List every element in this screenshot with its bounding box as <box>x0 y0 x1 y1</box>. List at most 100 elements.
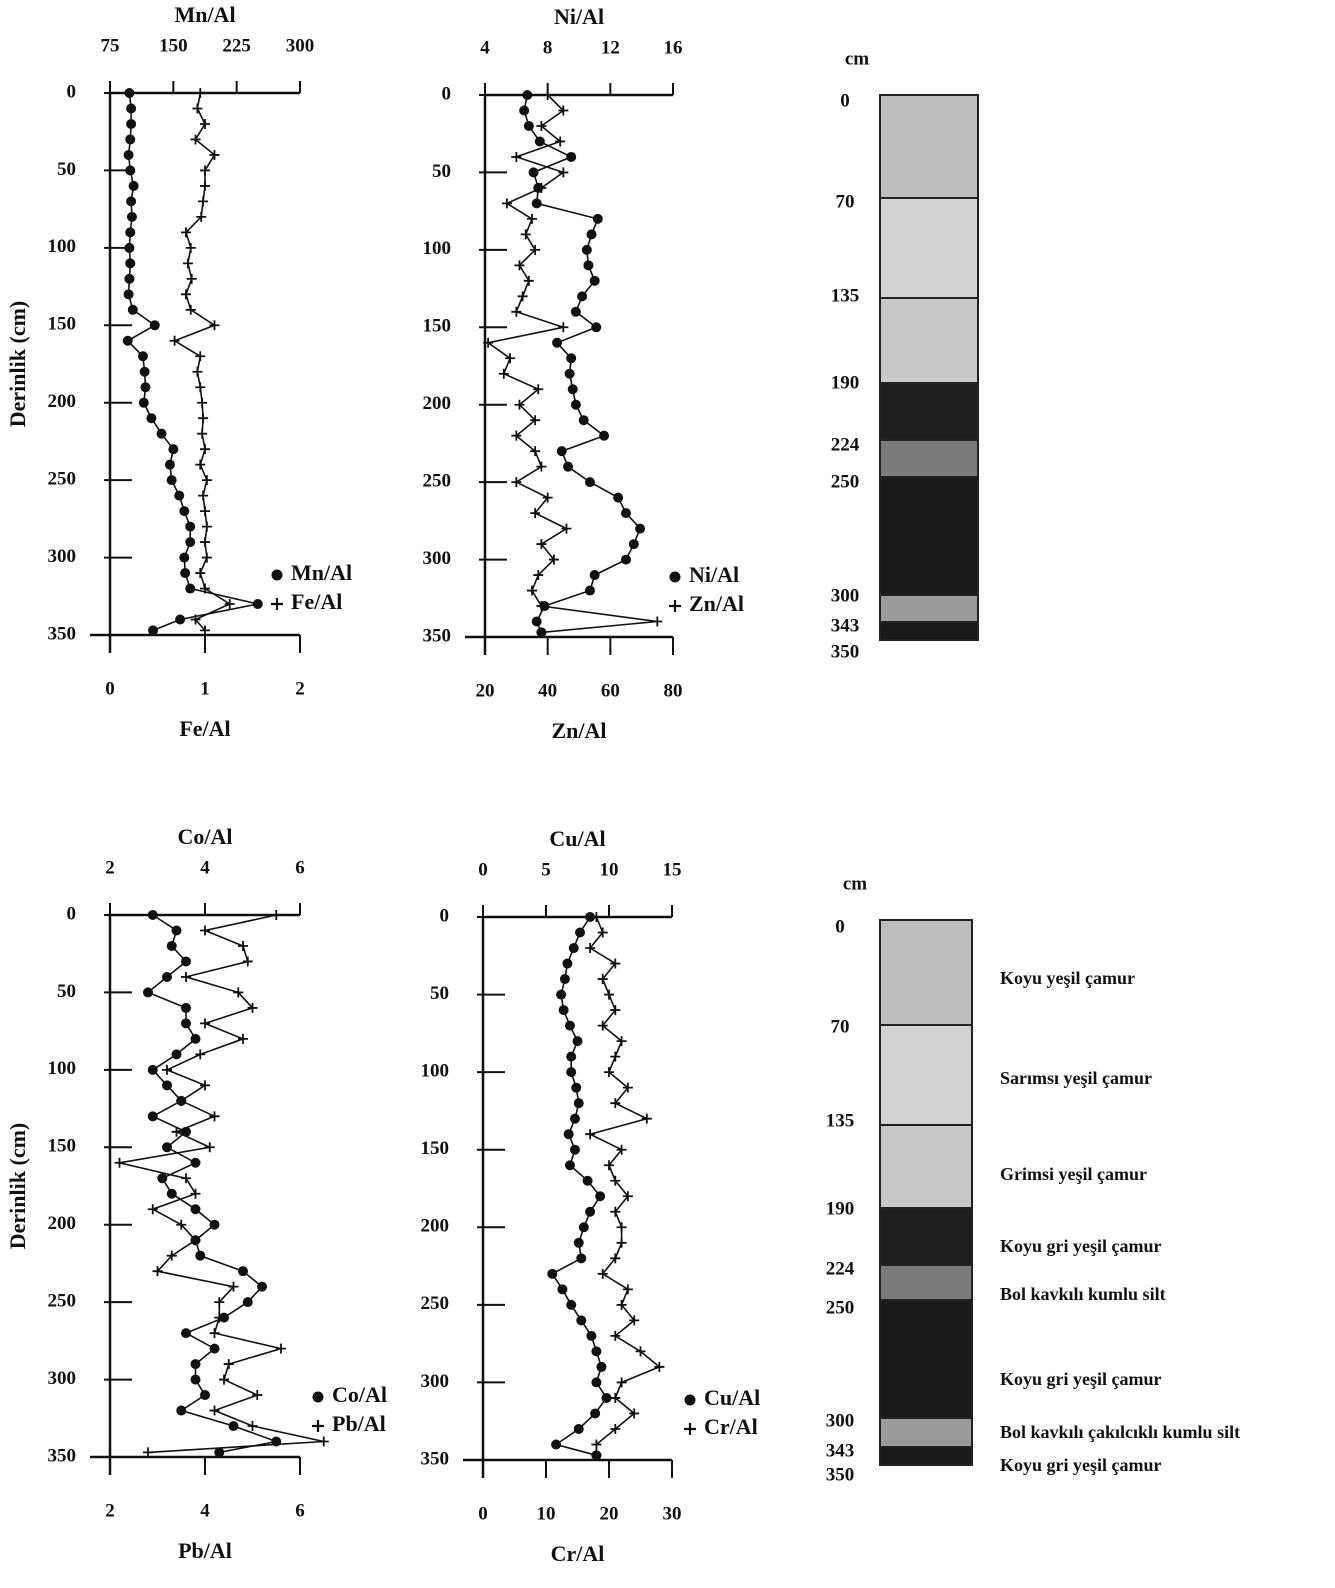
data-point <box>599 430 610 441</box>
x2-axis-title: Mn/Al <box>174 2 235 27</box>
data-point <box>198 490 209 501</box>
data-point <box>542 90 553 100</box>
data-point <box>597 927 608 938</box>
data-point <box>585 1129 596 1140</box>
depth-label: 190 <box>826 1198 855 1219</box>
data-point <box>200 165 210 176</box>
y-tick-label: 250 <box>48 469 77 490</box>
y-tick-label: 300 <box>423 548 452 569</box>
data-point <box>621 554 631 565</box>
data-point <box>242 1297 253 1308</box>
depth-label: 350 <box>826 1464 855 1485</box>
data-point <box>276 1343 286 1354</box>
lithology-layer <box>879 197 979 299</box>
x2-tick-label: 2 <box>105 857 115 878</box>
x-tick-label: 0 <box>478 1503 488 1524</box>
lithology-layer <box>879 1124 973 1209</box>
data-point <box>585 912 596 922</box>
data-point <box>583 260 594 271</box>
data-point <box>169 335 180 346</box>
data-point <box>519 105 530 116</box>
legend-marker <box>312 1391 324 1403</box>
x2-tick-label: 8 <box>543 37 553 58</box>
depth-label: 300 <box>831 585 860 606</box>
data-point <box>318 1436 329 1447</box>
lithology-layer <box>879 94 979 199</box>
data-point <box>224 599 235 610</box>
series-line <box>587 916 661 1456</box>
lithology-layer <box>879 1446 973 1466</box>
data-point <box>536 627 547 638</box>
legend-marker <box>669 571 681 583</box>
data-point <box>140 382 151 393</box>
data-point <box>196 211 207 222</box>
data-point <box>228 1281 239 1292</box>
x-tick-label: 40 <box>538 680 557 701</box>
x-tick-label: 20 <box>476 680 495 701</box>
data-point <box>564 368 575 379</box>
depth-label: 224 <box>826 1258 855 1279</box>
data-point <box>592 213 603 224</box>
x-tick-label: 80 <box>664 680 683 701</box>
data-point <box>586 1330 597 1341</box>
data-point <box>629 1315 640 1326</box>
data-point <box>566 1051 577 1062</box>
data-point <box>557 1284 568 1295</box>
data-point <box>572 1036 583 1047</box>
y-tick-label: 150 <box>48 314 77 335</box>
legend-marker <box>271 569 283 581</box>
data-point <box>570 399 581 410</box>
data-point <box>589 570 600 581</box>
data-point <box>610 1423 621 1434</box>
y-tick-label: 150 <box>421 1138 450 1159</box>
data-point <box>190 1359 201 1370</box>
data-point <box>616 1299 627 1310</box>
y-tick-label: 150 <box>423 316 452 337</box>
data-point <box>123 289 134 300</box>
data-point <box>591 1450 602 1461</box>
y-tick-label: 350 <box>48 623 77 644</box>
data-point <box>223 1359 234 1370</box>
data-point <box>147 1111 158 1122</box>
data-point <box>168 444 179 455</box>
data-point <box>174 490 185 501</box>
data-point <box>536 601 547 612</box>
data-point <box>566 1067 577 1078</box>
data-point <box>498 368 509 379</box>
data-point <box>190 1157 201 1168</box>
layer-description: Grimsi yeşil çamur <box>1000 1164 1147 1184</box>
data-point <box>186 273 197 284</box>
data-point <box>181 1173 191 1184</box>
data-point <box>558 322 569 333</box>
lithology-layer <box>879 1299 973 1419</box>
data-point <box>185 537 196 548</box>
data-point <box>209 1405 220 1416</box>
data-point <box>195 459 206 470</box>
data-point <box>197 428 208 439</box>
y-axis-title: Derinlik (cm) <box>5 1123 30 1249</box>
x2-axis-title: Ni/Al <box>554 4 604 29</box>
data-point <box>616 1144 627 1155</box>
lithology-layer <box>879 1264 973 1301</box>
data-point <box>613 492 624 503</box>
data-point <box>628 539 639 550</box>
data-point <box>147 910 158 920</box>
y-tick-label: 350 <box>423 625 452 646</box>
data-point <box>578 415 589 426</box>
series-line <box>486 94 658 634</box>
depth-label: 70 <box>831 1016 850 1037</box>
depth-label: 0 <box>835 916 845 937</box>
data-point <box>125 227 136 238</box>
data-point <box>181 289 191 300</box>
data-point <box>195 1250 206 1261</box>
data-point <box>581 244 592 255</box>
data-point <box>185 242 196 253</box>
data-point <box>558 1005 569 1016</box>
y-tick-label: 200 <box>421 1216 450 1237</box>
legend-label: Co/Al <box>332 1382 387 1407</box>
data-point <box>531 616 542 627</box>
data-point <box>622 1082 633 1093</box>
legend-marker <box>271 598 283 610</box>
data-point <box>561 523 572 534</box>
